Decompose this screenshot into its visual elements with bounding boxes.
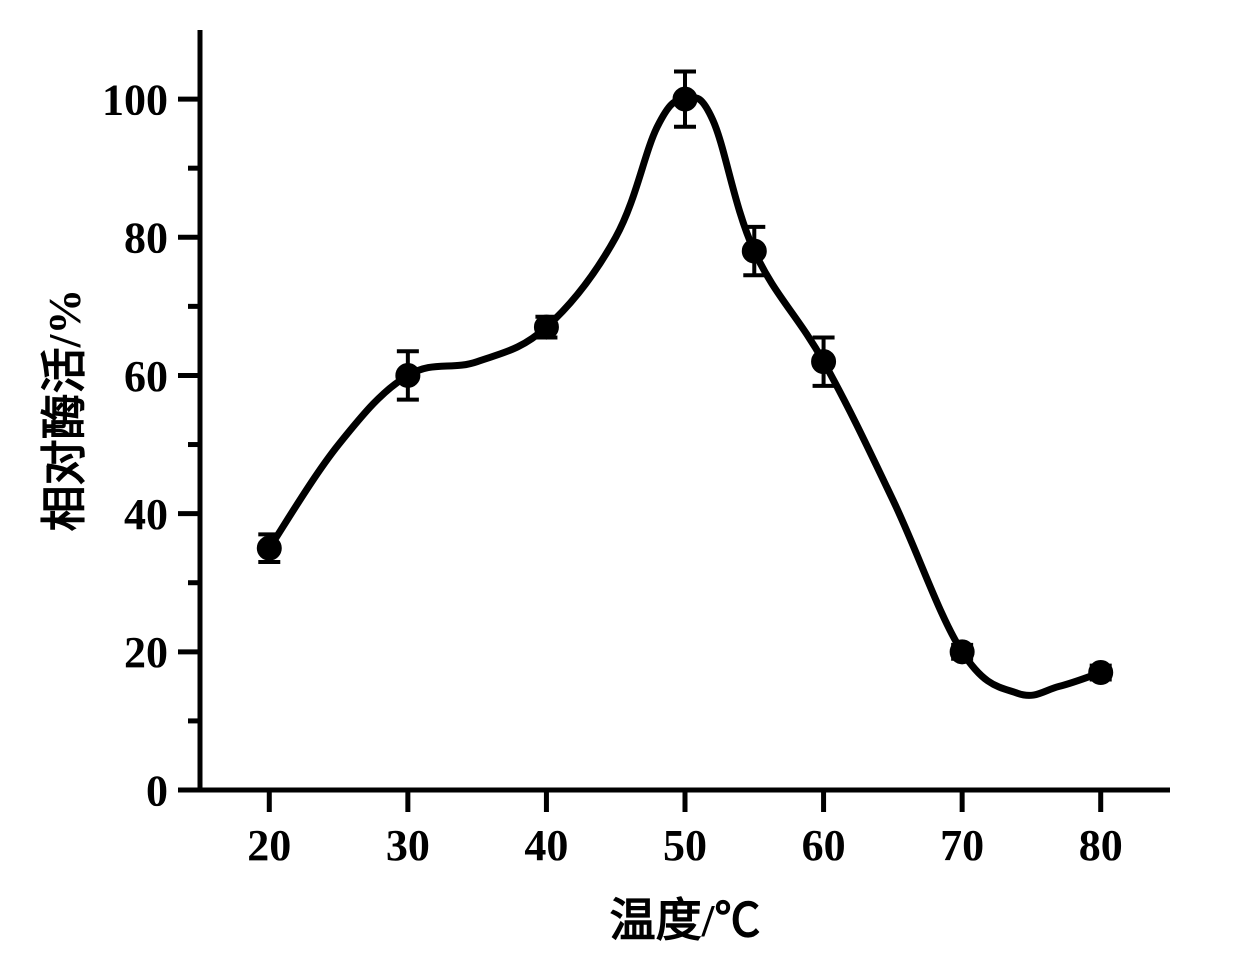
- x-axis-label: 温度/℃: [610, 895, 761, 946]
- y-tick-label: 0: [146, 766, 168, 815]
- x-tick-label: 40: [524, 821, 568, 870]
- x-tick-label: 50: [663, 821, 707, 870]
- data-point: [257, 536, 281, 560]
- y-tick-label: 100: [102, 75, 168, 124]
- chart-container: 20 30 40 50 60 70 80 0 20 40 60 80 100 温度/℃ 相对酶活/%: [0, 0, 1240, 961]
- data-point: [673, 87, 697, 111]
- data-point: [1089, 661, 1113, 685]
- x-tick-label: 30: [386, 821, 430, 870]
- y-axis-label: 相对酶活/%: [39, 289, 90, 532]
- x-tick-label: 70: [940, 821, 984, 870]
- y-tick-label: 60: [124, 352, 168, 401]
- x-tick-label: 60: [802, 821, 846, 870]
- x-tick-label: 20: [247, 821, 291, 870]
- x-tick-label: 80: [1079, 821, 1123, 870]
- data-point: [396, 363, 420, 387]
- data-point: [534, 315, 558, 339]
- data-point: [812, 350, 836, 374]
- data-point: [950, 640, 974, 664]
- y-tick-label: 20: [124, 628, 168, 677]
- line-chart: 20 30 40 50 60 70 80 0 20 40 60 80 100 温度/℃ 相对酶活/%: [0, 0, 1240, 961]
- y-tick-label: 40: [124, 490, 168, 539]
- y-tick-label: 80: [124, 214, 168, 263]
- data-point: [742, 239, 766, 263]
